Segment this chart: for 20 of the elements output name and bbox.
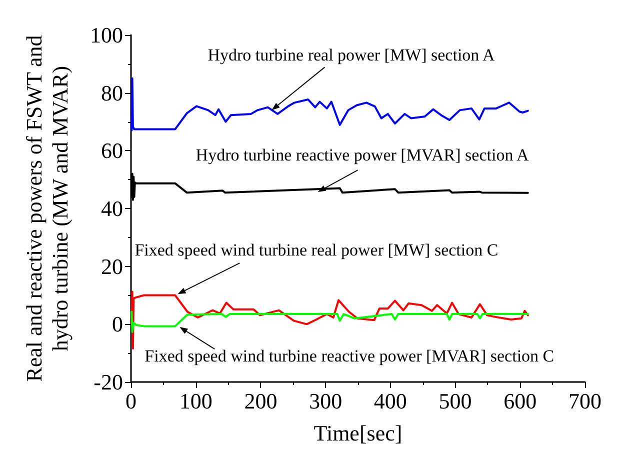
y-tick-label: 40	[101, 196, 123, 221]
annotation: Hydro turbine reactive power [MVAR] section A	[196, 146, 530, 165]
x-axis-title: Time[sec]	[314, 420, 402, 446]
y-tick-label: -20	[94, 370, 123, 394]
x-tick-label: 400	[374, 388, 407, 414]
x-tick-label: 500	[438, 388, 472, 414]
y-tick-label: 0	[112, 312, 123, 337]
y-axis-title: Real and reactive powers of FSWT and hydro turbine (MW and MVAR)	[22, 35, 72, 382]
x-tick-label: 100	[179, 388, 212, 414]
annotation: Fixed speed wind turbine reactive power [MVAR] section C	[144, 346, 554, 366]
x-tick-label: 700	[568, 388, 602, 414]
y-tick-label: 60	[101, 138, 123, 164]
annotation: Fixed speed wind turbine real power [MW] section C	[134, 240, 498, 260]
annotation: Hydro turbine real power [MW] section A	[208, 46, 496, 65]
y-tick-label: 20	[101, 254, 123, 279]
y-tick-label: 100	[90, 22, 123, 48]
y-tick-label: 80	[101, 80, 123, 106]
x-tick-label: 200	[244, 388, 278, 414]
x-tick-label: 300	[309, 388, 342, 414]
x-tick-label: 600	[504, 388, 537, 414]
